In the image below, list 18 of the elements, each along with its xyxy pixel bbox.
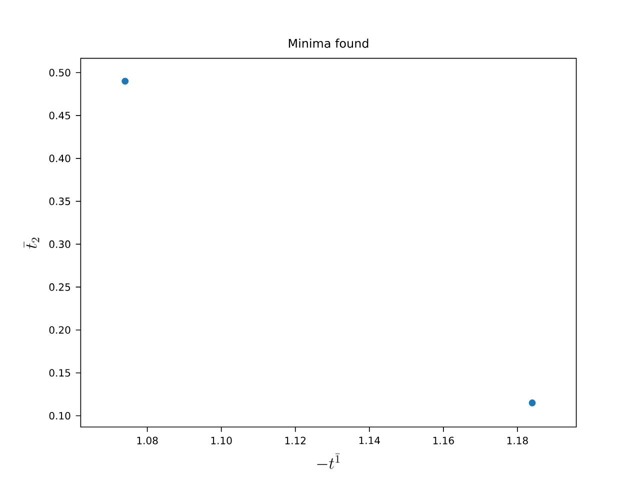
- x-tick-label: 1.12: [285, 436, 306, 444]
- x-axis-title: $-t^{\bar{1}}$: [317, 454, 340, 469]
- x-tick-label: 1.14: [359, 436, 380, 444]
- y-tick-label: 0.35: [49, 198, 70, 206]
- y-tick-label: 0.30: [49, 240, 70, 248]
- y-tick-label: 0.40: [49, 154, 70, 162]
- y-tick-label: 0.45: [49, 112, 70, 120]
- y-axis-title: $\bar{t}_2$: [24, 238, 40, 249]
- y-tick-label: 0.20: [49, 326, 70, 334]
- y-tick-label: 0.10: [49, 412, 70, 420]
- y-tick-label: 0.50: [49, 68, 70, 76]
- x-tick-label: 1.16: [433, 436, 454, 444]
- y-tick-label: 0.15: [49, 369, 70, 377]
- x-tick-label: 1.18: [507, 436, 528, 444]
- chart-title: Minima found: [288, 38, 368, 48]
- x-tick-label: 1.08: [137, 436, 158, 444]
- y-tick-label: 0.25: [49, 283, 70, 291]
- x-tick-label: 1.10: [211, 436, 232, 444]
